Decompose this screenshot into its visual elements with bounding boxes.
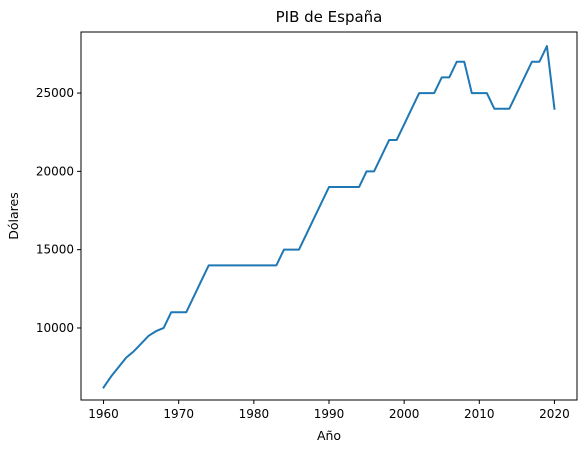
x-tick-label: 1990	[314, 407, 345, 421]
plot-frame	[80, 31, 578, 401]
x-tick-label: 1970	[163, 407, 194, 421]
y-tick-label: 15000	[36, 243, 74, 257]
y-axis: 10000 15000 20000 25000	[36, 86, 81, 335]
y-axis-label: Dólares	[6, 192, 21, 239]
chart-title: PIB de España	[276, 8, 383, 26]
x-tick-label: 1960	[88, 407, 119, 421]
x-axis: 1960 1970 1980 1990 2000 2010 2020	[88, 400, 570, 421]
x-tick-label: 2010	[464, 407, 495, 421]
plot-area	[80, 31, 578, 401]
y-tick-label: 20000	[36, 164, 74, 178]
x-tick-label: 1980	[239, 407, 270, 421]
x-tick-label: 2000	[389, 407, 420, 421]
y-tick-label: 25000	[36, 86, 74, 100]
x-tick-label: 2020	[539, 407, 570, 421]
x-axis-label: Año	[317, 428, 341, 443]
y-tick-label: 10000	[36, 321, 74, 335]
series-line-0	[102, 45, 556, 389]
